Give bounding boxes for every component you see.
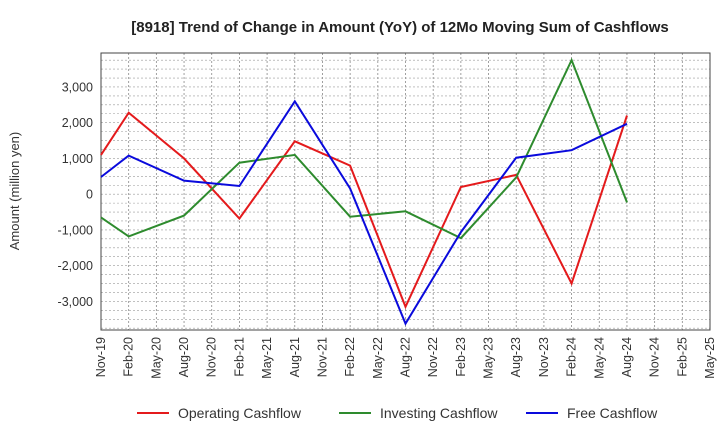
x-tick-label: Aug-21 <box>288 337 302 377</box>
free-cashflow-line <box>100 99 628 326</box>
x-tick-label: May-20 <box>149 337 163 379</box>
legend-label-free-cashflow: Free Cashflow <box>567 405 658 421</box>
y-tick-label: -1,000 <box>58 223 93 237</box>
y-tick-label: -3,000 <box>58 295 93 309</box>
x-tick-label: May-21 <box>260 337 274 379</box>
legend-label-investing-cashflow: Investing Cashflow <box>380 405 498 421</box>
chart-title: [8918] Trend of Change in Amount (YoY) o… <box>131 19 669 36</box>
y-tick-label: 1,000 <box>62 152 93 166</box>
x-tick-label: Feb-22 <box>343 337 357 377</box>
x-tick-label: Feb-20 <box>122 337 136 377</box>
x-tick-label: Feb-24 <box>565 337 579 377</box>
x-tick-label: May-25 <box>703 337 717 379</box>
y-tick-label: -2,000 <box>58 259 93 273</box>
x-tick-label: Aug-23 <box>509 337 523 377</box>
x-tick-label: Feb-23 <box>454 337 468 377</box>
x-tick-label: Nov-23 <box>537 337 551 377</box>
x-tick-label: Aug-20 <box>177 337 191 377</box>
y-axis-label: Amount (million yen) <box>7 132 22 251</box>
x-tick-label: Feb-25 <box>675 337 689 377</box>
plot-area: -3,000 -2,000 -1,000 0 1,000 2,000 3,000 Nov-19… <box>58 52 717 379</box>
x-tick-label: Aug-24 <box>620 337 634 377</box>
x-tick-label: Nov-22 <box>426 337 440 377</box>
operating-cashflow-line <box>100 111 628 310</box>
y-tick-label: 2,000 <box>62 116 93 130</box>
x-tick-label: Nov-20 <box>205 337 219 377</box>
y-tick-label: 0 <box>86 188 93 202</box>
x-tick-label: Feb-21 <box>232 337 246 377</box>
x-tick-label: Nov-21 <box>315 337 329 377</box>
legend: Operating Cashflow Investing Cashflow Free… <box>137 405 658 421</box>
plot-frame <box>100 52 711 331</box>
x-tick-label: Aug-22 <box>399 337 413 377</box>
legend-label-operating-cashflow: Operating Cashflow <box>178 405 302 421</box>
x-tick-label: May-24 <box>592 337 606 379</box>
x-tick-label: Nov-19 <box>94 337 108 377</box>
x-tick-label: Nov-24 <box>648 337 662 377</box>
x-tick-label: May-23 <box>482 337 496 379</box>
x-tick-label: May-22 <box>371 337 385 379</box>
y-tick-label: 3,000 <box>62 80 93 94</box>
investing-cashflow-line <box>100 57 628 240</box>
